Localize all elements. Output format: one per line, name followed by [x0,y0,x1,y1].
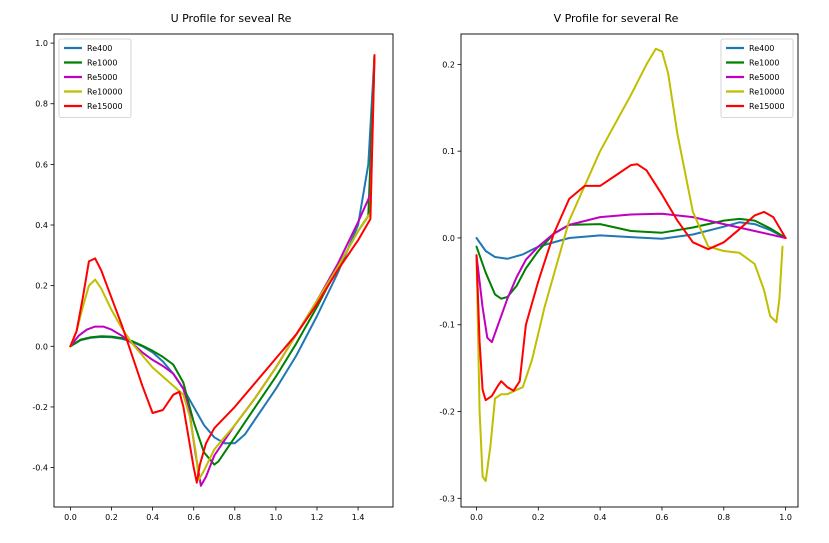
u-x-tick-label: 0.8 [228,513,241,522]
u-x-tick-label: 1.2 [311,513,324,522]
u-y-tick-label: 0.6 [35,160,48,169]
u-legend-label-re5000: Re5000 [87,73,117,82]
v-x-tick-label: 0.0 [470,513,483,522]
v-series-re10000 [475,47,784,482]
u-y-tick-label: 0.2 [35,282,48,291]
u-y-tick-label: 0.4 [35,221,48,230]
u-x-tick-label: 1.4 [352,513,365,522]
u-y-tick-label: 0.0 [35,342,48,351]
u-x-tick-label: 0.6 [187,513,200,522]
u-x-tick-label: 1.0 [270,513,283,522]
v-x-tick-label: 1.0 [779,513,792,522]
v-y-tick-label: -0.3 [439,494,455,503]
u-series-group [69,54,376,487]
u-x-tick-label: 0.0 [64,513,77,522]
u-x-tick-label: 0.2 [105,513,118,522]
u-legend: Re400 Re1000 Re5000 Re10000 Re15000 [58,38,132,118]
v-series-re1000 [475,217,787,300]
v-y-tick-label: -0.1 [439,321,455,330]
v-legend-label-re5000: Re5000 [749,73,779,82]
v-x-tick-label: 0.8 [717,513,730,522]
u-y-tick-label: 0.8 [35,100,48,109]
v-y-tick-label: 0.1 [442,147,455,156]
v-profile-chart: V Profile for several Re 0.0 0.2 0.4 0.6 0.8… [439,12,799,522]
v-legend-label-re15000: Re15000 [749,102,785,111]
u-series-re5000 [69,54,376,487]
u-legend-label-re400: Re400 [87,44,112,53]
v-y-tick-label: 0.2 [442,60,455,69]
v-legend-label-re10000: Re10000 [749,88,785,97]
v-x-tick-label: 0.4 [594,513,607,522]
v-legend-box [720,38,794,118]
v-y-tick-label: 0.0 [442,234,455,243]
u-profile-chart: U Profile for seveal Re 0.0 0.2 0.4 0.6 0.8 1… [32,12,394,522]
v-legend-label-re400: Re400 [749,44,774,53]
u-series-re10000 [69,54,376,481]
v-series-re5000 [475,212,787,344]
v-series-re15000 [475,163,787,402]
v-axes-frame [460,33,799,508]
u-legend-label-re10000: Re10000 [87,88,123,97]
v-series-group [475,47,787,482]
u-series-re15000 [69,54,376,484]
v-legend: Re400 Re1000 Re5000 Re10000 Re15000 [720,38,794,118]
u-profile-title: U Profile for seveal Re [171,12,292,25]
u-legend-box [58,38,132,118]
v-profile-title: V Profile for several Re [554,12,679,25]
u-y-tick-label: -0.2 [32,403,48,412]
v-legend-label-re1000: Re1000 [749,59,779,68]
u-legend-label-re15000: Re15000 [87,102,123,111]
v-y-tick-label: -0.2 [439,408,455,417]
u-y-tick-label: -0.4 [32,464,48,473]
v-x-tick-label: 0.2 [532,513,545,522]
v-x-tick-label: 0.6 [656,513,669,522]
u-x-tick-label: 0.4 [146,513,159,522]
u-series-re1000 [69,54,376,466]
u-y-tick-label: 1.0 [35,39,48,48]
u-axes-frame [53,33,394,508]
u-legend-label-re1000: Re1000 [87,59,117,68]
